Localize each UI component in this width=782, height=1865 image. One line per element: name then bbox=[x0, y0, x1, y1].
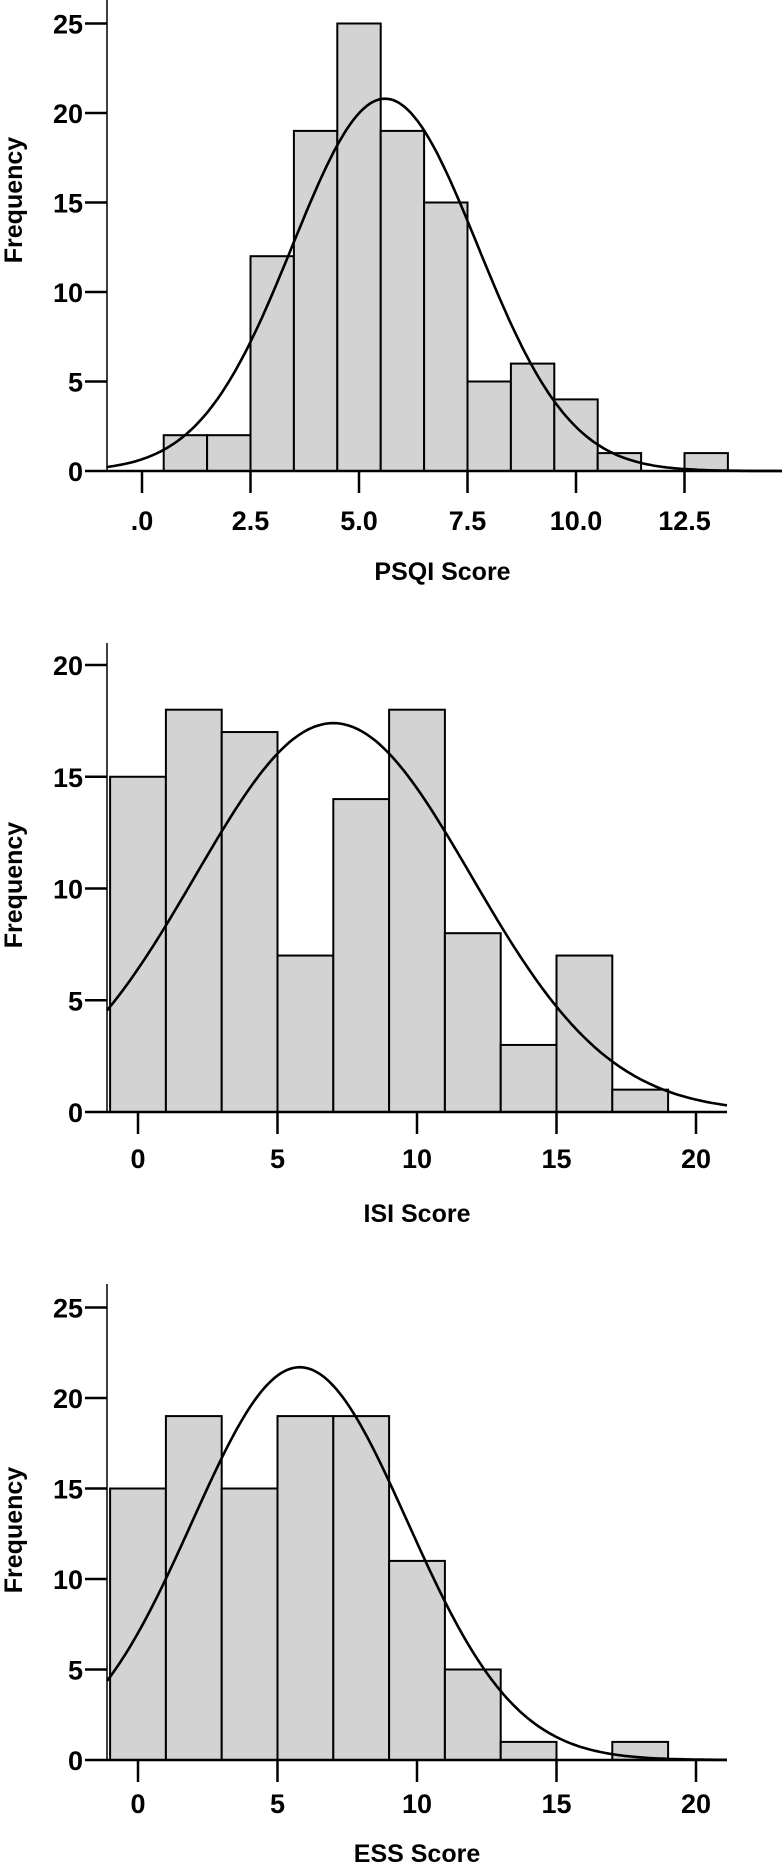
histogram-bar bbox=[379, 129, 426, 472]
psqi-normal-curve bbox=[106, 97, 782, 473]
histogram-bar bbox=[206, 434, 252, 473]
y-tick-label: 10 bbox=[53, 278, 83, 308]
y-tick-label: 20 bbox=[53, 1384, 83, 1414]
histogram-bar bbox=[164, 1415, 223, 1761]
psqi-y-axis-title: Frequency bbox=[0, 137, 28, 264]
y-tick-label: 25 bbox=[53, 1294, 83, 1324]
histogram-bar bbox=[466, 380, 512, 472]
y-tick-label: 15 bbox=[53, 189, 83, 219]
histogram-bar bbox=[509, 362, 556, 473]
psqi-bars bbox=[162, 22, 729, 473]
y-tick-label: 0 bbox=[68, 1098, 83, 1128]
x-tick-label: 15 bbox=[541, 1144, 571, 1174]
y-tick-label: 0 bbox=[68, 457, 83, 487]
y-tick-label: 5 bbox=[68, 986, 83, 1016]
x-tick-label: 5 bbox=[270, 1789, 285, 1819]
x-tick-label: 10 bbox=[402, 1144, 432, 1174]
x-tick-label: 10 bbox=[402, 1789, 432, 1819]
histogram-bar bbox=[499, 1740, 558, 1762]
histogram-bar bbox=[611, 1088, 670, 1114]
histogram-bar bbox=[220, 1487, 279, 1761]
y-tick-label: 0 bbox=[68, 1746, 83, 1776]
histogram-bar bbox=[109, 1487, 167, 1761]
histogram-bar bbox=[249, 255, 295, 473]
histogram-bar bbox=[332, 1415, 391, 1761]
y-tick-label: 15 bbox=[53, 763, 83, 793]
ess-normal-curve bbox=[105, 1365, 727, 1762]
ess-bars bbox=[109, 1415, 670, 1762]
histogram-bar bbox=[109, 775, 167, 1113]
x-tick-label: 5 bbox=[270, 1144, 285, 1174]
x-tick-label: 15 bbox=[541, 1789, 571, 1819]
x-tick-label: 10.0 bbox=[550, 506, 603, 536]
y-tick-label: 10 bbox=[53, 875, 83, 905]
x-tick-label: 0 bbox=[130, 1144, 145, 1174]
x-tick-label: .0 bbox=[131, 506, 154, 536]
ess-y-axis-title: Frequency bbox=[0, 1467, 28, 1594]
histogram-bar bbox=[292, 129, 339, 472]
histogram-bar bbox=[499, 1043, 558, 1113]
isi-histogram: 0 5 10 15 20 0 5 10 15 20 ISI Score Frequency bbox=[0, 643, 728, 1228]
y-tick-label: 10 bbox=[53, 1565, 83, 1595]
x-tick-label: 5.0 bbox=[340, 506, 378, 536]
isi-normal-curve bbox=[105, 721, 728, 1107]
y-tick-label: 25 bbox=[53, 10, 83, 40]
x-tick-label: 20 bbox=[681, 1789, 711, 1819]
y-tick-label: 20 bbox=[53, 651, 83, 681]
x-tick-label: 0 bbox=[130, 1789, 145, 1819]
psqi-x-axis-title: PSQI Score bbox=[374, 558, 510, 586]
histogram-bar bbox=[443, 932, 502, 1114]
ess-x-axis-title: ESS Score bbox=[354, 1840, 481, 1865]
histogram-bar bbox=[162, 434, 209, 473]
histogram-bar bbox=[276, 954, 335, 1113]
histogram-bar bbox=[220, 731, 279, 1113]
y-tick-label: 5 bbox=[68, 368, 83, 398]
histogram-bar bbox=[555, 954, 614, 1113]
isi-y-axis-title: Frequency bbox=[0, 822, 28, 949]
y-tick-label: 20 bbox=[53, 99, 83, 129]
x-tick-label: 2.5 bbox=[232, 506, 270, 536]
x-tick-label: 7.5 bbox=[449, 506, 487, 536]
histogram-bar bbox=[423, 201, 469, 472]
psqi-histogram: 0 5 10 15 20 25 .0 2.5 5.0 7.5 10.0 12.5 PSQI Score F… bbox=[0, 0, 782, 586]
y-tick-label: 5 bbox=[68, 1656, 83, 1686]
y-tick-label: 15 bbox=[53, 1475, 83, 1505]
histogram-bar bbox=[443, 1668, 502, 1761]
histogram-bar bbox=[336, 22, 382, 472]
histogram-bar bbox=[388, 1559, 446, 1762]
x-tick-label: 20 bbox=[681, 1144, 711, 1174]
x-tick-label: 12.5 bbox=[658, 506, 711, 536]
histogram-bar bbox=[332, 798, 391, 1113]
isi-x-axis-title: ISI Score bbox=[364, 1200, 471, 1228]
histogram-bar bbox=[276, 1415, 335, 1761]
isi-bars bbox=[109, 708, 670, 1114]
ess-histogram: 0 5 10 15 20 25 0 5 10 15 20 ESS Score Frequency bbox=[0, 1284, 727, 1865]
histogram-bar bbox=[388, 708, 446, 1113]
